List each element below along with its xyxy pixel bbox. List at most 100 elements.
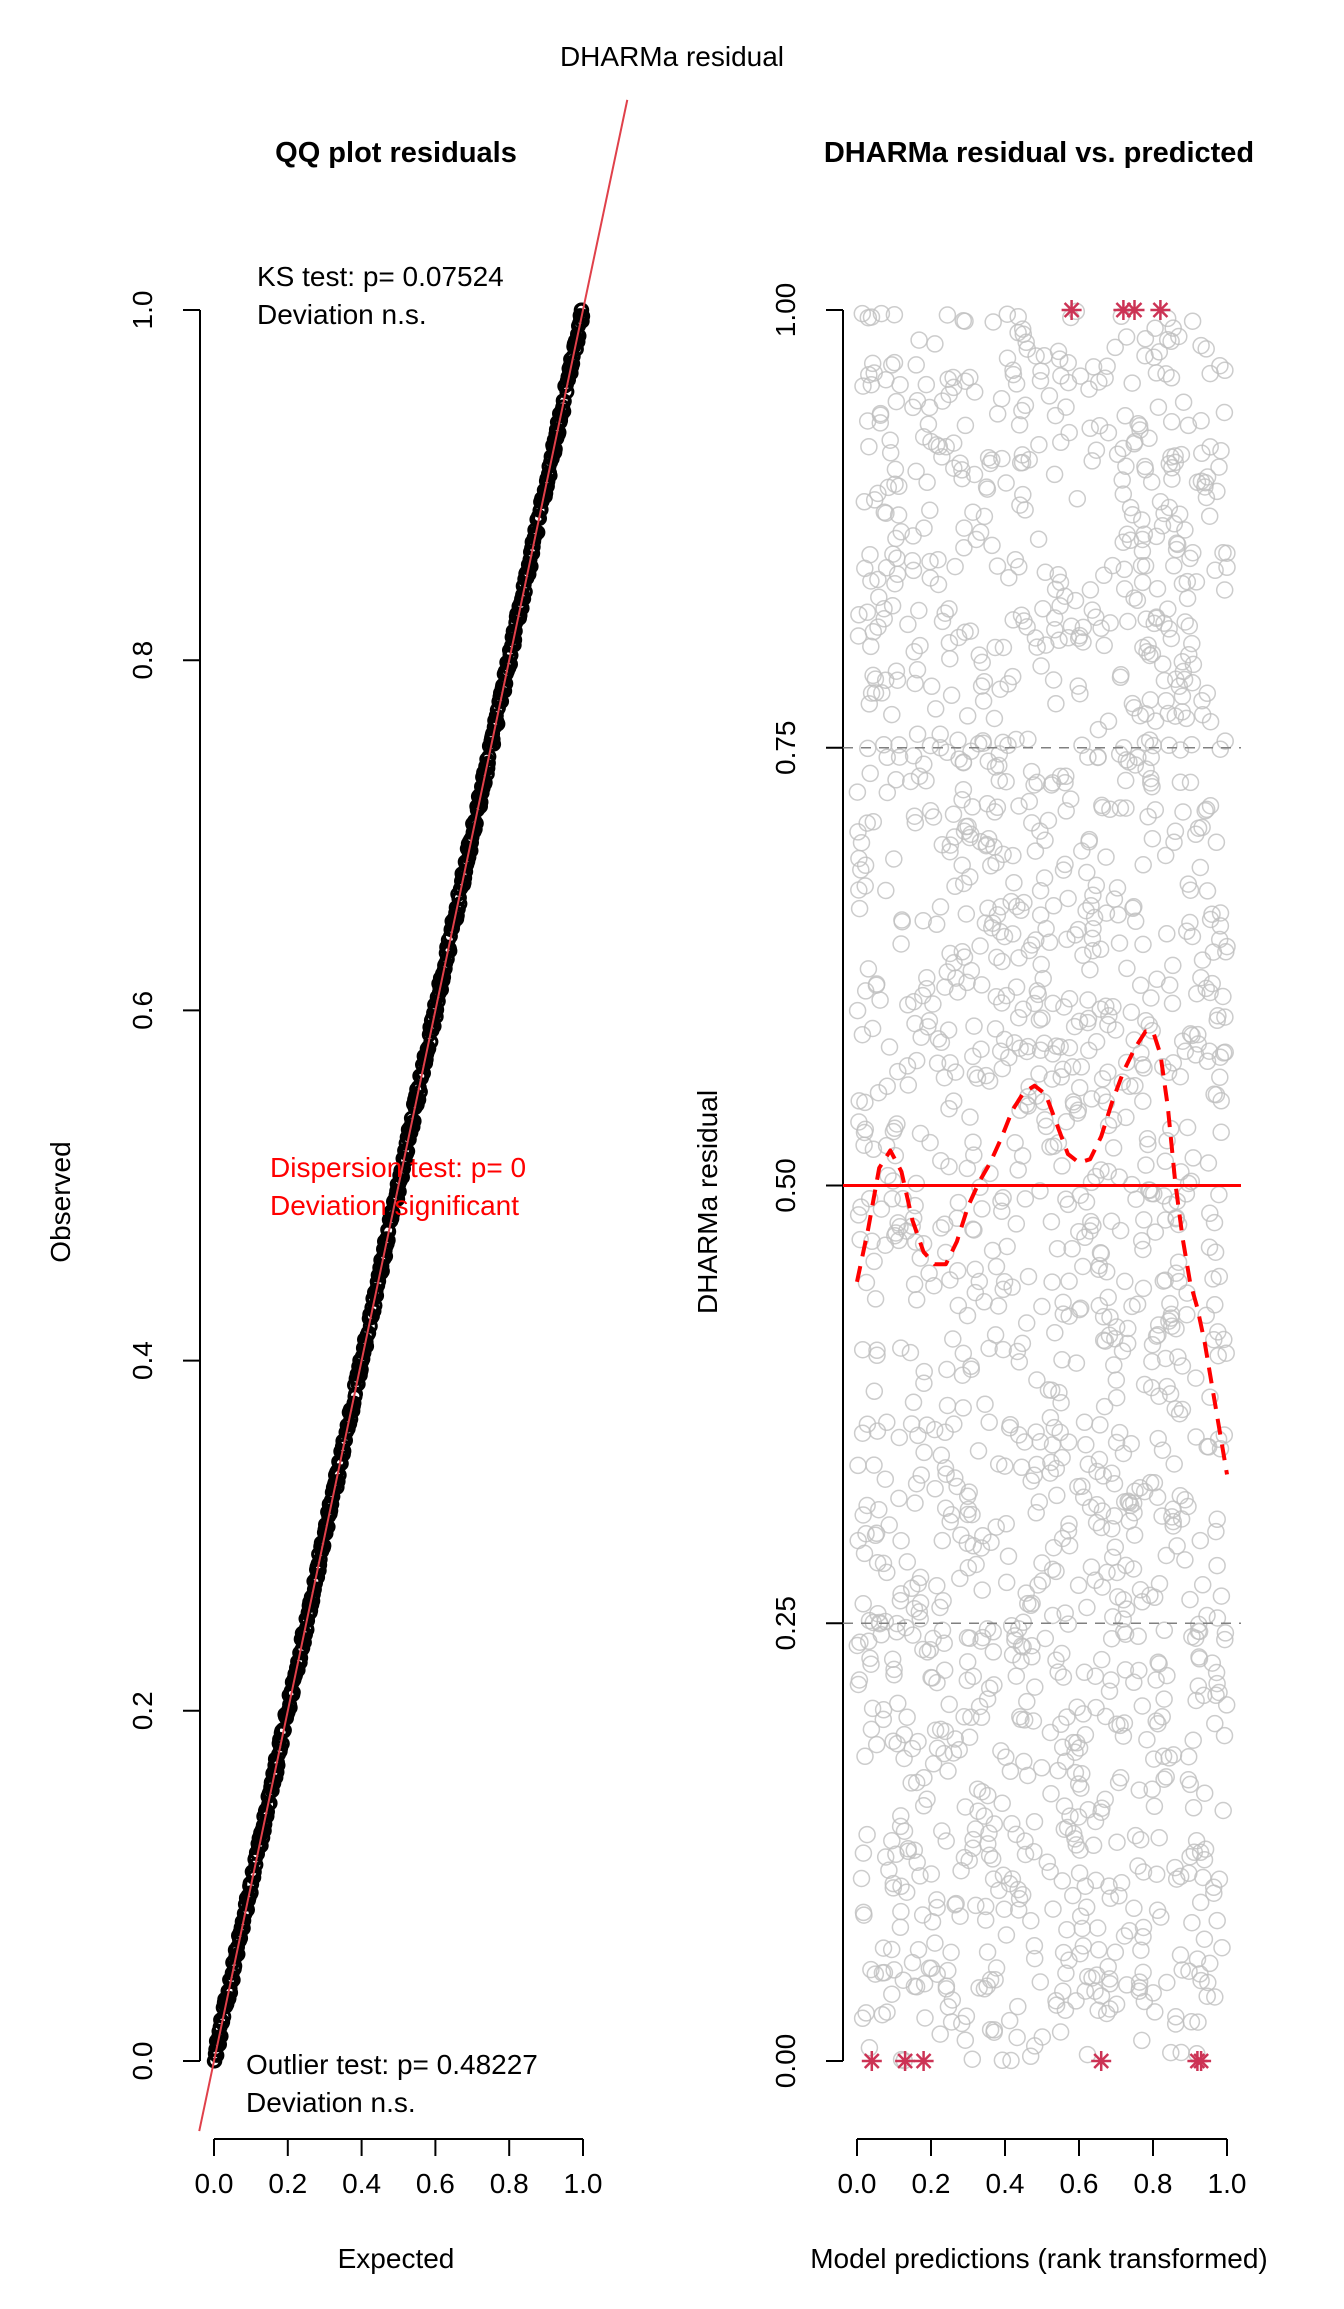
residual-point xyxy=(986,638,1004,657)
residual-point xyxy=(857,1524,875,1543)
residual-point xyxy=(1047,1651,1065,1669)
residual-point xyxy=(953,790,971,809)
residual-point xyxy=(993,994,1011,1012)
residual-point xyxy=(1211,1440,1230,1458)
residual-point xyxy=(1132,1941,1150,1959)
residual-point xyxy=(865,1456,883,1474)
outlier-asterisk xyxy=(895,2051,916,2071)
residual-point xyxy=(947,1894,965,1913)
residual-point xyxy=(1022,1472,1040,1490)
residual-point xyxy=(1206,1714,1224,1733)
residual-point xyxy=(861,1649,879,1668)
residual-point xyxy=(1081,960,1099,979)
residual-point xyxy=(1028,638,1046,656)
residual-point xyxy=(849,823,867,841)
residual-point xyxy=(1004,846,1022,865)
residual-point xyxy=(859,739,877,758)
residual-point xyxy=(958,1534,977,1553)
residual-point xyxy=(956,623,974,641)
residual-point xyxy=(1086,1667,1105,1685)
residual-point xyxy=(1208,1011,1226,1030)
residual-point xyxy=(1023,1648,1041,1666)
residual-point xyxy=(851,1230,869,1249)
residual-point xyxy=(885,305,904,324)
residual-point xyxy=(1200,1238,1219,1257)
residual-point xyxy=(1071,1907,1090,1925)
residual-point xyxy=(1032,657,1050,675)
residual-point xyxy=(868,1341,886,1360)
residual-point xyxy=(1162,332,1180,351)
residual-point xyxy=(963,2050,982,2068)
residual-point xyxy=(997,1515,1015,1533)
residual-point xyxy=(853,1424,872,1442)
residual-point xyxy=(881,431,899,449)
residual-point xyxy=(1054,1060,1072,1079)
residual-point xyxy=(1184,1149,1202,1167)
residual-point xyxy=(894,1971,913,1989)
residual-point xyxy=(988,798,1007,817)
residual-point xyxy=(907,1051,926,1070)
residual-point xyxy=(855,1906,873,1924)
residual-point xyxy=(899,1842,917,1861)
residual-point xyxy=(866,1526,885,1545)
residual-point xyxy=(1205,1330,1223,1349)
residual-point xyxy=(1070,1012,1089,1031)
residual-point xyxy=(1098,1563,1116,1582)
residual-point xyxy=(1059,889,1077,908)
residual-point xyxy=(1153,517,1172,535)
residual-point xyxy=(1201,364,1219,383)
residual-point xyxy=(994,1280,1012,1299)
residual-point xyxy=(1113,471,1131,489)
residual-point xyxy=(864,666,882,685)
residual-point xyxy=(907,1174,926,1193)
residual-point xyxy=(854,1506,872,1524)
residual-point xyxy=(1097,1263,1116,1281)
residual-point xyxy=(1181,773,1200,792)
residual-point xyxy=(1214,543,1232,562)
residual-point xyxy=(1107,1388,1126,1407)
residual-point xyxy=(966,1065,985,1084)
residual-point xyxy=(1144,736,1163,755)
residual-point xyxy=(864,813,883,831)
residual-point xyxy=(1115,1714,1134,1732)
residual-point xyxy=(892,1902,910,1921)
residual-point xyxy=(1150,1387,1168,1405)
residual-point xyxy=(1076,1726,1095,1744)
residual-point xyxy=(1097,904,1116,922)
residual-point xyxy=(1146,319,1164,337)
residual-point xyxy=(1205,1213,1224,1232)
residual-x-tick-label: 0.6 xyxy=(1060,2168,1099,2199)
residual-point xyxy=(955,519,973,537)
residual-point xyxy=(974,732,992,750)
residual-point xyxy=(970,1979,988,1997)
outlier-asterisk xyxy=(1124,300,1145,320)
residual-point xyxy=(982,857,1000,875)
residual-point xyxy=(1084,1836,1103,1855)
residual-point xyxy=(878,748,896,767)
residual-point xyxy=(943,1991,962,2009)
residual-point xyxy=(1060,1272,1078,1291)
residual-point xyxy=(1211,904,1230,922)
residual-point xyxy=(1115,560,1134,579)
residual-point xyxy=(883,1831,901,1850)
residual-point xyxy=(953,856,971,874)
residual-point xyxy=(901,1343,920,1362)
residual-point xyxy=(1097,848,1115,866)
residual-point xyxy=(902,1415,921,1433)
residual-point xyxy=(979,752,998,770)
residual-point xyxy=(1015,1433,1034,1451)
residual-point xyxy=(1105,1356,1123,1374)
residual-point xyxy=(1088,1919,1107,1937)
residual-point xyxy=(918,473,936,492)
residual-point xyxy=(1178,1305,1196,1324)
residual-point xyxy=(940,634,959,652)
residual-point xyxy=(1009,1161,1027,1179)
residual-point xyxy=(1064,1824,1083,1843)
qq-x-tick-label: 0.6 xyxy=(416,2168,455,2199)
residual-point xyxy=(922,1668,940,1687)
residual-point xyxy=(966,1260,984,1279)
residual-point xyxy=(997,1573,1016,1592)
residual-point xyxy=(1033,2028,1052,2046)
residual-point xyxy=(1084,358,1103,376)
residual-point xyxy=(1070,626,1089,645)
